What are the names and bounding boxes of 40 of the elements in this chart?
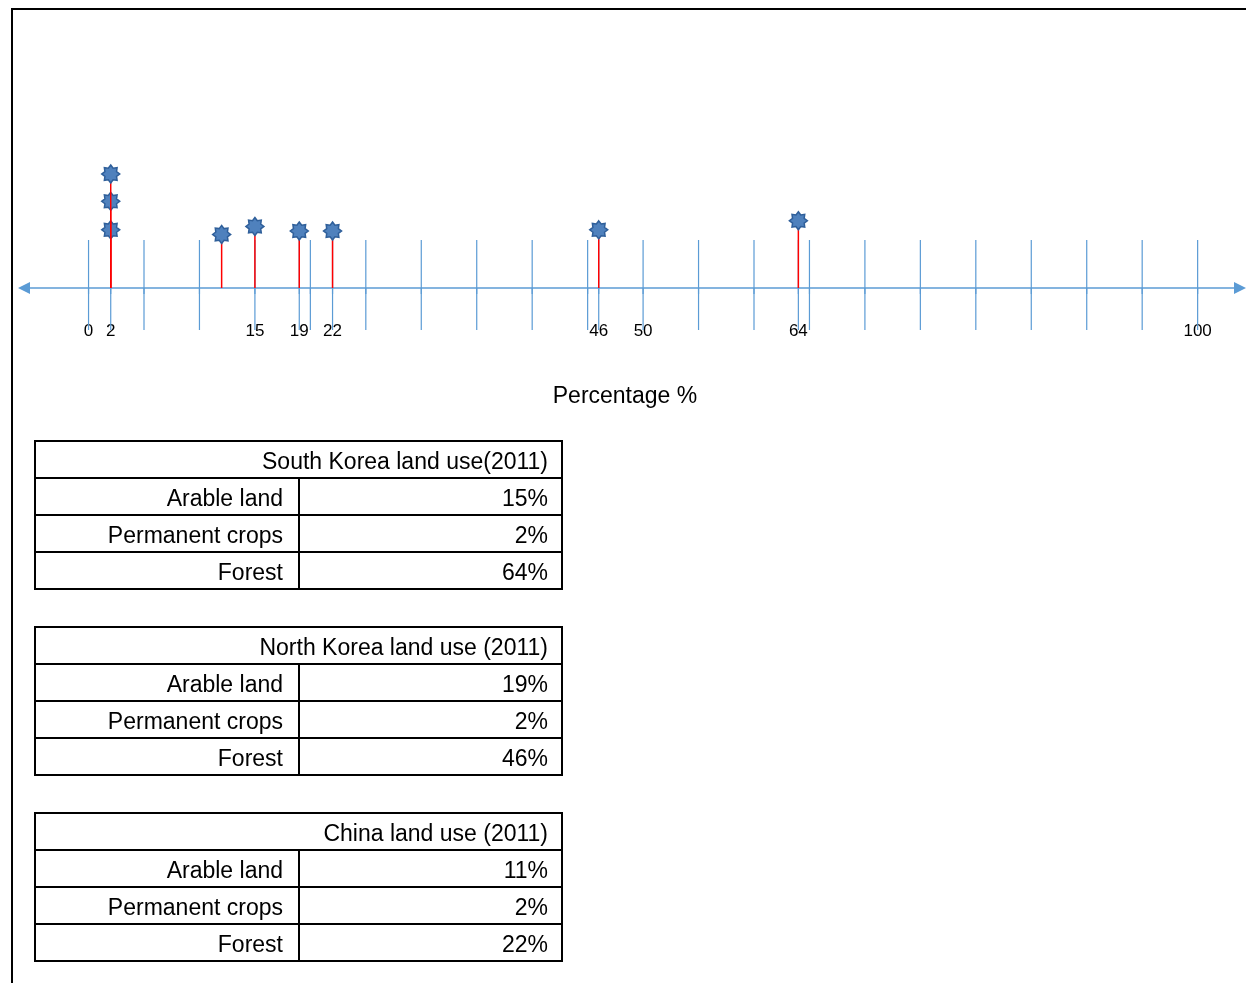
text: 22% (501, 931, 548, 957)
category-label: Permanent crops (107, 708, 283, 734)
x-tick-label: 2 (105, 321, 116, 340)
x-tick-label: 100 (1183, 321, 1212, 340)
x-tick-label: 22 (323, 321, 343, 340)
x-tick-label: 19 (289, 321, 309, 340)
x-axis-title: Percentage % (552, 382, 698, 408)
point (211, 224, 232, 245)
text: South Korea land use(2011) (262, 448, 548, 474)
x-tick-label: 64 (788, 321, 808, 340)
text: 46% (501, 745, 548, 771)
point (100, 220, 121, 240)
category-label: Permanent crops (107, 894, 283, 920)
x-tick-label: 50 (633, 321, 653, 340)
category-label: Arable land (166, 671, 283, 697)
x-tick-label: 15 (245, 321, 265, 340)
text: 15% (501, 485, 548, 511)
point (100, 164, 121, 184)
text: North Korea land use (2011) (259, 634, 548, 660)
category-label: Forest (217, 559, 284, 585)
category-label: Arable land (166, 857, 283, 883)
point (322, 221, 343, 241)
x-tick-label: 0 (83, 321, 94, 340)
point (289, 221, 310, 241)
category-label: Arable land (166, 485, 283, 511)
point (100, 191, 121, 212)
text: 2% (514, 522, 548, 548)
point (245, 216, 265, 237)
text: 19% (501, 671, 548, 697)
category-label: Forest (217, 745, 284, 771)
text: 64% (501, 559, 548, 585)
point (588, 220, 609, 240)
x-tick-label: 46 (589, 321, 609, 340)
text: 2% (514, 708, 548, 734)
text: China land use (2011) (323, 820, 548, 846)
text: 11% (503, 857, 548, 883)
text: 2% (514, 894, 548, 920)
category-label: Permanent crops (107, 522, 283, 548)
point (788, 210, 809, 231)
category-label: Forest (217, 931, 284, 957)
